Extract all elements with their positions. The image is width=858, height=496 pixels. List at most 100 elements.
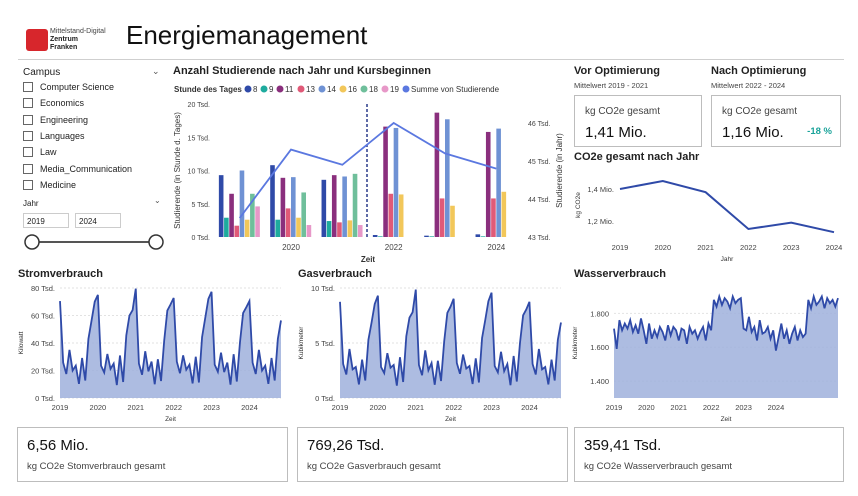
bar bbox=[234, 225, 240, 237]
wasser-total-value: 359,41 Tsd. bbox=[584, 437, 662, 454]
y-axis-label: Kubikmeter bbox=[572, 326, 579, 360]
co2-chart-title: CO2e gesamt nach Jahr bbox=[574, 151, 700, 163]
chevron-down-icon[interactable]: ⌄ bbox=[152, 66, 160, 76]
checkbox[interactable] bbox=[23, 163, 33, 174]
x-tick: 2023 bbox=[203, 403, 220, 412]
x-tick: 2024 bbox=[826, 243, 843, 252]
x-tick: 2021 bbox=[670, 403, 687, 412]
legend-label: 16 bbox=[348, 85, 357, 94]
legend-dot bbox=[318, 85, 326, 93]
kpi-after-card: kg CO2e gesamt 1,16 Mio. -18 % bbox=[711, 95, 841, 147]
y-tick: 40 Tsd. bbox=[31, 339, 55, 348]
year-slicer-title: Jahr bbox=[23, 199, 39, 208]
checkbox[interactable] bbox=[23, 98, 33, 109]
bar bbox=[445, 119, 450, 237]
checkbox[interactable] bbox=[23, 147, 33, 158]
campus-option[interactable]: Media_Communication bbox=[23, 162, 132, 176]
logo-text-line-2: Zentrum bbox=[50, 36, 78, 43]
y-tick-left: 15 Tsd. bbox=[188, 135, 210, 142]
y-tick-right: 44 Tsd. bbox=[528, 197, 550, 204]
legend-label: 18 bbox=[369, 85, 378, 94]
bar bbox=[296, 217, 301, 237]
checkbox[interactable] bbox=[23, 114, 33, 125]
x-tick: 2022 bbox=[385, 243, 403, 252]
y-axis-label-left: Studierende (in Stunde d. Tages) bbox=[173, 112, 182, 229]
y-tick: 1,4 Mio. bbox=[587, 185, 614, 194]
campus-option-label: Computer Science bbox=[40, 82, 115, 92]
campus-option[interactable]: Economics bbox=[23, 96, 84, 110]
slider-handle-end[interactable] bbox=[148, 234, 164, 250]
y-tick-right: 45 Tsd. bbox=[528, 159, 550, 166]
campus-option[interactable]: Law bbox=[23, 145, 57, 159]
year-from-input[interactable]: 2019 bbox=[23, 213, 69, 228]
kpi-after-delta: -18 % bbox=[807, 126, 832, 137]
y-tick: 5 Tsd. bbox=[315, 339, 335, 348]
y-tick: 60 Tsd. bbox=[31, 312, 55, 321]
campus-option[interactable]: Languages bbox=[23, 129, 85, 143]
bar bbox=[229, 193, 234, 237]
bar bbox=[347, 220, 353, 237]
bar bbox=[383, 126, 388, 237]
bar bbox=[224, 217, 229, 237]
co2-chart: 1,4 Mio. 1,2 Mio. kg CO2e 2019 2020 2021 2022 2… bbox=[575, 179, 843, 263]
area-fill bbox=[340, 289, 561, 398]
year-to-input[interactable]: 2024 bbox=[75, 213, 121, 228]
x-tick: 2019 bbox=[332, 403, 349, 412]
bar bbox=[239, 170, 245, 237]
kpi-before-card: kg CO2e gesamt 1,41 Mio. bbox=[574, 95, 702, 147]
y-axis-label-right: Studierende (in Jahr) bbox=[555, 133, 564, 208]
checkbox[interactable] bbox=[23, 179, 33, 190]
page-title: Energiemanagement bbox=[126, 20, 368, 50]
bar bbox=[434, 112, 440, 237]
area-fill bbox=[614, 296, 838, 398]
kpi-before-subtitle: Mittelwert 2019 - 2021 bbox=[574, 81, 649, 90]
bar bbox=[450, 205, 455, 237]
x-tick: 2020 bbox=[638, 403, 655, 412]
logo-mark-icon bbox=[26, 29, 48, 51]
bar bbox=[306, 225, 312, 237]
x-tick: 2021 bbox=[697, 243, 714, 252]
legend-label: 13 bbox=[306, 85, 315, 94]
x-axis-label: Jahr bbox=[721, 256, 734, 263]
year-range-slider[interactable] bbox=[20, 232, 170, 252]
students-sum-line bbox=[238, 121, 497, 219]
strom-chart: 80 Tsd. 60 Tsd. 40 Tsd. 20 Tsd. 0 Tsd. Kilowa… bbox=[18, 284, 282, 423]
y-axis-label: Kubikmeter bbox=[298, 326, 305, 360]
bar bbox=[352, 173, 358, 237]
bar bbox=[250, 193, 255, 237]
bar bbox=[424, 235, 429, 237]
x-tick: 2021 bbox=[127, 403, 144, 412]
campus-option[interactable]: Engineering bbox=[23, 113, 88, 127]
legend-dot bbox=[276, 85, 284, 93]
legend-dot bbox=[402, 85, 410, 93]
x-tick: 2019 bbox=[52, 403, 69, 412]
x-tick: 2020 bbox=[654, 243, 671, 252]
x-axis-label: Zeit bbox=[721, 416, 732, 423]
wasser-chart: 1.800 1.600 1.400 Kubikmeter 2019 2020 2021 202… bbox=[572, 293, 839, 423]
checkbox[interactable] bbox=[23, 82, 33, 92]
y-tick-left: 10 Tsd. bbox=[188, 169, 210, 176]
y-tick-left: 5 Tsd. bbox=[191, 202, 210, 209]
chevron-down-icon[interactable]: ⌄ bbox=[154, 196, 161, 205]
bar bbox=[372, 235, 378, 237]
bar bbox=[270, 165, 275, 237]
x-axis-label: Zeit bbox=[165, 416, 176, 423]
kpi-after-subtitle: Mittelwert 2022 - 2024 bbox=[711, 81, 786, 90]
x-tick: 2024 bbox=[521, 403, 538, 412]
bar bbox=[326, 221, 332, 237]
bar bbox=[398, 194, 404, 237]
kpi-after-label: kg CO2e gesamt bbox=[722, 106, 798, 117]
bar bbox=[291, 177, 296, 237]
strom-total-card: 6,56 Mio. kg CO2e Stomverbrauch gesamt bbox=[17, 427, 288, 482]
bar bbox=[491, 198, 496, 237]
checkbox[interactable] bbox=[23, 130, 33, 141]
legend-dot bbox=[244, 85, 252, 93]
bar bbox=[485, 131, 491, 237]
y-tick: 1.800 bbox=[590, 309, 609, 318]
campus-option[interactable]: Computer Science bbox=[23, 80, 114, 94]
slider-handle-start[interactable] bbox=[24, 234, 40, 250]
bar bbox=[275, 219, 280, 237]
bar bbox=[357, 225, 363, 237]
campus-option[interactable]: Medicine bbox=[23, 178, 76, 192]
legend-label: 19 bbox=[390, 85, 399, 94]
